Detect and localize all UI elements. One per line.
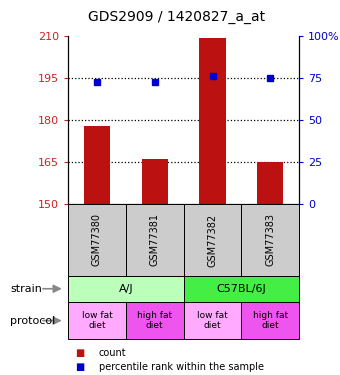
Text: GSM77382: GSM77382	[207, 213, 218, 267]
Bar	[200, 39, 225, 204]
Text: percentile rank within the sample: percentile rank within the sample	[99, 362, 264, 372]
Text: protocol: protocol	[10, 316, 55, 326]
Text: A/J: A/J	[118, 284, 133, 294]
Bar	[84, 126, 110, 204]
Bar	[257, 162, 283, 204]
Text: high fat
diet: high fat diet	[137, 311, 172, 330]
Bar	[184, 302, 241, 339]
Text: strain: strain	[10, 284, 42, 294]
Text: ■: ■	[75, 348, 84, 358]
Bar	[184, 204, 241, 276]
Bar	[126, 302, 184, 339]
Bar	[68, 302, 126, 339]
Text: low fat
diet: low fat diet	[82, 311, 112, 330]
Bar	[241, 204, 299, 276]
Text: ■: ■	[75, 362, 84, 372]
Text: GSM77383: GSM77383	[265, 213, 275, 267]
Text: high fat
diet: high fat diet	[253, 311, 288, 330]
Bar	[68, 204, 126, 276]
Text: C57BL/6J: C57BL/6J	[217, 284, 266, 294]
Bar	[68, 276, 184, 302]
Bar	[142, 159, 168, 204]
Bar	[241, 302, 299, 339]
Text: GSM77381: GSM77381	[150, 213, 160, 267]
Text: GDS2909 / 1420827_a_at: GDS2909 / 1420827_a_at	[88, 10, 265, 24]
Bar	[184, 276, 299, 302]
Bar	[126, 204, 184, 276]
Text: count: count	[99, 348, 126, 358]
Text: GSM77380: GSM77380	[92, 213, 102, 267]
Text: low fat
diet: low fat diet	[197, 311, 228, 330]
